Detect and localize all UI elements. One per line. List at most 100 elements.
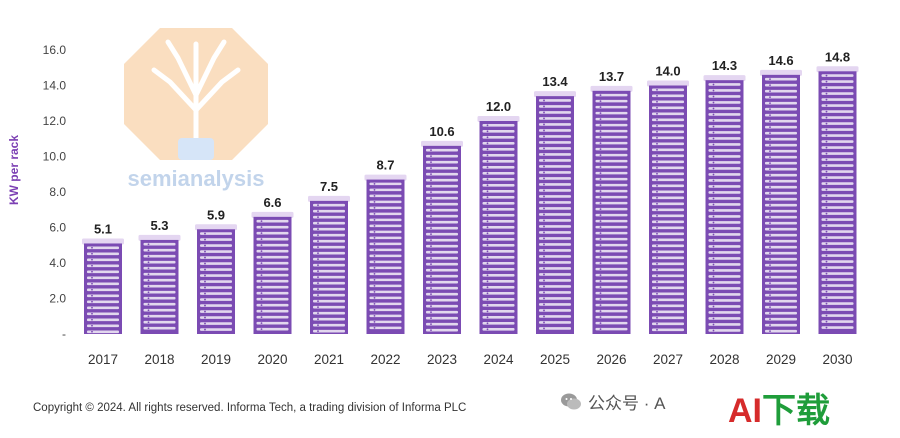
rack-slot bbox=[708, 161, 741, 164]
y-tick-label: 8.0 bbox=[49, 185, 66, 199]
rack-led bbox=[317, 324, 319, 327]
rack-led bbox=[430, 263, 432, 266]
rack-led bbox=[712, 239, 715, 242]
rack-slot bbox=[539, 135, 571, 138]
rack-led bbox=[204, 268, 206, 271]
rack-slot bbox=[652, 268, 684, 272]
rack-led bbox=[486, 328, 489, 331]
rack-slot bbox=[821, 86, 854, 89]
rack-slot bbox=[200, 244, 232, 247]
rack-led bbox=[825, 122, 828, 125]
rack-led bbox=[91, 246, 93, 249]
rack-slot bbox=[765, 143, 797, 147]
rack-led bbox=[712, 185, 715, 188]
rack-slot bbox=[426, 310, 458, 314]
rack-slot bbox=[708, 101, 741, 104]
rack-led bbox=[543, 165, 545, 168]
rack-slot bbox=[595, 309, 628, 313]
rack-slot bbox=[652, 238, 684, 242]
rack-slot bbox=[369, 308, 402, 312]
rack-led bbox=[599, 238, 602, 241]
rack-led bbox=[825, 104, 828, 107]
rack-slot bbox=[765, 323, 797, 327]
rack-led bbox=[543, 237, 545, 240]
rack-led bbox=[769, 156, 771, 159]
rack-slot bbox=[821, 242, 854, 245]
rack-slot bbox=[482, 220, 515, 223]
rack-led bbox=[543, 267, 545, 270]
rack-led bbox=[317, 318, 319, 321]
rack-led bbox=[543, 327, 545, 330]
rack-slot bbox=[200, 238, 232, 241]
rack-slot bbox=[369, 272, 402, 276]
y-tick-label: 12.0 bbox=[43, 114, 67, 128]
rack-slot bbox=[708, 305, 741, 308]
rack-led bbox=[825, 164, 828, 167]
rack-led bbox=[825, 146, 828, 149]
rack-slot bbox=[595, 147, 628, 151]
rack-slot bbox=[652, 124, 684, 128]
rack-led bbox=[204, 250, 206, 253]
rack-led bbox=[91, 318, 93, 321]
rack-led bbox=[543, 321, 545, 324]
rack-led bbox=[769, 312, 771, 315]
rack-slot bbox=[821, 296, 854, 299]
rack-led bbox=[712, 227, 715, 230]
rack-slot bbox=[708, 323, 741, 326]
rack-led bbox=[373, 182, 376, 185]
rack-slot bbox=[256, 261, 289, 265]
rack-slot bbox=[765, 173, 797, 177]
rack-led bbox=[656, 328, 658, 331]
rack-slot bbox=[539, 147, 571, 150]
rack-led bbox=[712, 137, 715, 140]
rack-slot bbox=[765, 113, 797, 117]
rack-led bbox=[769, 330, 771, 333]
rack-slot bbox=[369, 236, 402, 240]
rack-led bbox=[486, 298, 489, 301]
x-tick-label: 2028 bbox=[709, 352, 739, 367]
rack-led bbox=[373, 224, 376, 227]
y-tick-label: 2.0 bbox=[49, 292, 66, 306]
rack-led bbox=[656, 322, 658, 325]
rack-slot bbox=[369, 206, 402, 210]
rack-slot bbox=[143, 314, 176, 318]
rack-slot bbox=[369, 212, 402, 216]
rack-led bbox=[430, 185, 432, 188]
rack-led bbox=[486, 196, 489, 199]
rack-led bbox=[317, 252, 319, 255]
rack-led bbox=[317, 288, 319, 291]
rack-slot bbox=[652, 106, 684, 110]
rack-slot bbox=[426, 214, 458, 218]
rack-led bbox=[373, 200, 376, 203]
rack-led bbox=[486, 208, 489, 211]
rack-led bbox=[825, 278, 828, 281]
rack-slot bbox=[200, 328, 232, 331]
rack-led bbox=[769, 180, 771, 183]
rack-slot bbox=[482, 286, 515, 289]
rack-led bbox=[599, 118, 602, 121]
rack-slot bbox=[539, 213, 571, 216]
rack-slot bbox=[87, 318, 119, 322]
rack-led bbox=[825, 86, 828, 89]
rack-led bbox=[543, 207, 545, 210]
rack-slot bbox=[426, 268, 458, 272]
rack-led bbox=[825, 272, 828, 275]
rack-led bbox=[825, 314, 828, 317]
bar-cap bbox=[534, 91, 576, 98]
bar-value-label: 12.0 bbox=[486, 99, 511, 114]
rack-led bbox=[430, 329, 432, 332]
rack-led bbox=[543, 141, 545, 144]
rack-slot bbox=[708, 173, 741, 176]
rack-led bbox=[656, 136, 658, 139]
rack-slot bbox=[200, 274, 232, 277]
rack-led bbox=[260, 310, 263, 313]
rack-led bbox=[543, 159, 545, 162]
rack-slot bbox=[652, 322, 684, 326]
rack-slot bbox=[708, 239, 741, 242]
rack-led bbox=[486, 190, 489, 193]
rack-led bbox=[656, 160, 658, 163]
rack-led bbox=[825, 182, 828, 185]
rack-slot bbox=[313, 299, 345, 303]
rack-led bbox=[317, 216, 319, 219]
rack-slot bbox=[595, 165, 628, 169]
